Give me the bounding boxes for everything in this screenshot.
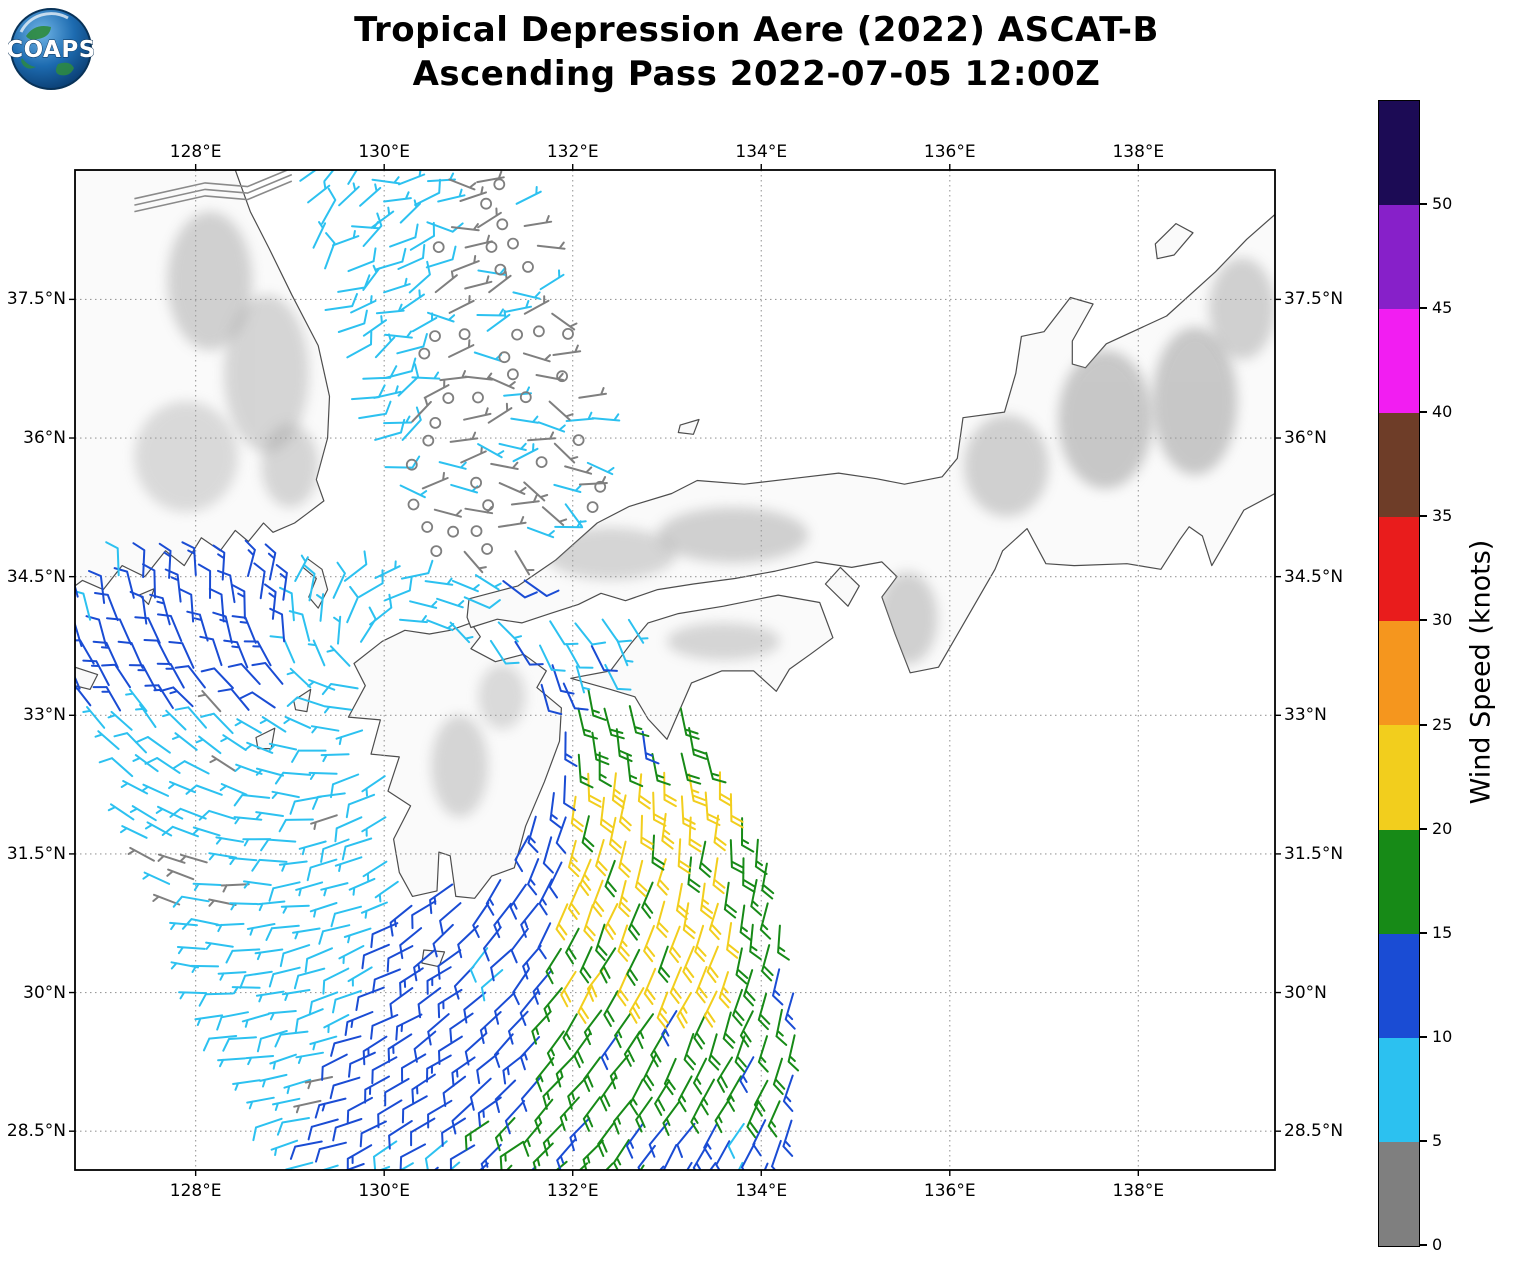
y-tick-label-right: 31.5°N <box>1284 843 1344 864</box>
x-tick-label-bottom: 130°E <box>358 1181 411 1201</box>
colorbar-tick-label: 40 <box>1432 402 1453 422</box>
x-tick-label-top: 130°E <box>358 142 411 162</box>
logo-highlight <box>19 12 69 33</box>
x-tick-label-top: 136°E <box>923 142 976 162</box>
colorbar-tick <box>1419 827 1427 830</box>
y-tick-label-left: 28.5°N <box>6 1121 66 1142</box>
x-tick-label-bottom: 138°E <box>1112 1181 1165 1201</box>
colorbar-tick-label: 15 <box>1432 922 1453 942</box>
chart-title-line1: Tropical Depression Aere (2022) ASCAT-B <box>354 10 1159 50</box>
colorbar-tick <box>1419 931 1427 934</box>
colorbar-tick-label: 5 <box>1432 1130 1443 1150</box>
colorbar-tick <box>1419 723 1427 726</box>
y-tick-label-left: 33°N <box>23 705 66 726</box>
y-tick-label-right: 36°N <box>1284 428 1327 449</box>
colorbar-segment-5-10kt <box>1379 1037 1419 1142</box>
logo-continent <box>26 26 51 40</box>
colorbar-tick-label: 0 <box>1432 1235 1443 1254</box>
colorbar-tick-label: 20 <box>1432 818 1453 838</box>
x-tick-label-top: 134°E <box>735 142 788 162</box>
logo-continent <box>55 62 74 76</box>
colorbar-tick-label: 25 <box>1432 714 1453 734</box>
colorbar-tick <box>1419 515 1427 518</box>
y-tick-label-right: 33°N <box>1284 705 1327 726</box>
colorbar-segment-0-5kt <box>1379 1141 1419 1246</box>
x-tick-label-bottom: 134°E <box>735 1181 788 1201</box>
colorbar-tick <box>1419 203 1427 206</box>
colorbar-tick-label: 30 <box>1432 610 1453 630</box>
y-tick-label-left: 37.5°N <box>6 289 66 310</box>
y-tick-label-right: 30°N <box>1284 982 1327 1003</box>
colorbar-tick <box>1419 1244 1427 1246</box>
y-tick-label-right: 34.5°N <box>1284 566 1344 587</box>
colorbar-tick-label: 45 <box>1432 298 1453 318</box>
colorbar-segment-15-20kt <box>1379 829 1419 934</box>
chart-title-line2: Ascending Pass 2022-07-05 12:00Z <box>412 54 1101 94</box>
coaps-logo: COAPS <box>8 8 94 90</box>
x-tick-label-bottom: 128°E <box>169 1181 222 1201</box>
colorbar-segment-25-30kt <box>1379 621 1419 726</box>
logo-text: COAPS <box>8 37 94 63</box>
colorbar-tick-label: 35 <box>1432 506 1453 526</box>
colorbar-tick <box>1419 1139 1427 1142</box>
x-tick-label-top: 132°E <box>546 142 599 162</box>
colorbar-segment-45-50kt <box>1379 205 1419 310</box>
y-tick-label-left: 31.5°N <box>6 843 66 864</box>
y-tick-label-left: 30°N <box>23 982 66 1003</box>
colorbar-segment-35-40kt <box>1379 413 1419 518</box>
x-tick-label-bottom: 132°E <box>546 1181 599 1201</box>
colorbar-segment-50-999kt <box>1379 101 1419 206</box>
y-tick-label-right: 28.5°N <box>1284 1121 1344 1142</box>
colorbar-segment-30-35kt <box>1379 517 1419 622</box>
colorbar-tick <box>1419 619 1427 622</box>
y-tick-label-left: 34.5°N <box>6 566 66 587</box>
colorbar-tick <box>1419 411 1427 414</box>
x-tick-label-top: 138°E <box>1112 142 1165 162</box>
x-tick-label-bottom: 136°E <box>923 1181 976 1201</box>
x-tick-label-top: 128°E <box>169 142 222 162</box>
colorbar <box>1378 100 1420 1247</box>
colorbar-tick <box>1419 1035 1427 1038</box>
y-tick-label-right: 37.5°N <box>1284 289 1344 310</box>
colorbar-axis-label: Wind Speed (knots) <box>1465 539 1497 805</box>
colorbar-segment-20-25kt <box>1379 725 1419 830</box>
y-tick-label-left: 36°N <box>23 428 66 449</box>
colorbar-tick-label: 10 <box>1432 1026 1453 1046</box>
colorbar-tick <box>1419 307 1427 310</box>
colorbar-segment-40-45kt <box>1379 309 1419 414</box>
colorbar-tick-label: 50 <box>1432 194 1453 214</box>
logo-continent <box>21 58 36 69</box>
colorbar-segment-10-15kt <box>1379 933 1419 1038</box>
